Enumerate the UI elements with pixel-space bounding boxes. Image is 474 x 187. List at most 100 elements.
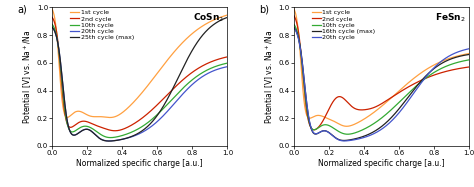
10th cycle xyxy=(424,76,430,78)
Line: 10th cycle: 10th cycle xyxy=(294,24,469,134)
25th cycle (max) xyxy=(106,140,112,142)
20th cycle xyxy=(151,123,157,125)
20th cycle xyxy=(291,27,297,29)
2nd cycle xyxy=(112,130,118,132)
10th cycle xyxy=(49,23,55,25)
10th cycle xyxy=(60,91,66,93)
1st cycle xyxy=(107,116,113,119)
16th cycle (max) xyxy=(393,111,399,114)
10th cycle xyxy=(466,59,472,61)
1st cycle xyxy=(161,63,167,66)
Text: CoSn$_2$: CoSn$_2$ xyxy=(193,12,224,24)
25th cycle (max) xyxy=(182,62,188,64)
2nd cycle xyxy=(424,76,430,79)
20th cycle xyxy=(49,26,55,28)
1st cycle xyxy=(201,24,206,27)
1st cycle xyxy=(302,105,308,108)
2nd cycle xyxy=(302,94,308,96)
1st cycle xyxy=(393,93,399,95)
25th cycle (max) xyxy=(60,84,66,87)
2nd cycle xyxy=(466,66,472,68)
X-axis label: Normalized specific charge [a.u.]: Normalized specific charge [a.u.] xyxy=(319,159,445,168)
1st cycle xyxy=(49,8,55,10)
20th cycle xyxy=(161,114,167,116)
25th cycle (max) xyxy=(225,16,230,19)
2nd cycle xyxy=(151,107,157,109)
2nd cycle xyxy=(161,97,167,99)
1st cycle xyxy=(442,59,448,61)
20th cycle xyxy=(60,84,66,87)
25th cycle (max) xyxy=(161,104,167,106)
X-axis label: Normalized specific charge [a.u.]: Normalized specific charge [a.u.] xyxy=(76,159,203,168)
2nd cycle xyxy=(156,102,162,105)
20th cycle xyxy=(302,84,308,86)
2nd cycle xyxy=(49,16,55,19)
20th cycle xyxy=(442,57,448,60)
2nd cycle xyxy=(60,96,66,98)
1st cycle xyxy=(398,88,403,91)
2nd cycle xyxy=(201,64,206,67)
Legend: 1st cycle, 2nd cycle, 10th cycle, 20th cycle, 25th cycle (max): 1st cycle, 2nd cycle, 10th cycle, 20th c… xyxy=(69,9,135,41)
16th cycle (max) xyxy=(341,139,347,142)
2nd cycle xyxy=(182,77,188,79)
10th cycle xyxy=(151,116,157,119)
Line: 20th cycle: 20th cycle xyxy=(52,27,228,141)
10th cycle xyxy=(302,90,308,92)
16th cycle (max) xyxy=(398,106,403,108)
10th cycle xyxy=(201,71,206,73)
Line: 2nd cycle: 2nd cycle xyxy=(294,16,469,130)
1st cycle xyxy=(424,68,430,70)
20th cycle xyxy=(106,140,112,142)
10th cycle xyxy=(393,104,399,106)
20th cycle xyxy=(424,74,430,76)
10th cycle xyxy=(161,107,167,109)
1st cycle xyxy=(60,105,66,108)
25th cycle (max) xyxy=(151,118,157,121)
16th cycle (max) xyxy=(403,99,409,101)
Text: FeSn$_2$: FeSn$_2$ xyxy=(435,12,466,24)
10th cycle xyxy=(225,62,230,64)
16th cycle (max) xyxy=(291,26,297,29)
10th cycle xyxy=(156,112,162,114)
10th cycle xyxy=(398,100,403,102)
1st cycle xyxy=(151,76,157,79)
25th cycle (max) xyxy=(49,26,55,28)
20th cycle xyxy=(342,140,347,142)
20th cycle xyxy=(398,110,403,112)
2nd cycle xyxy=(398,91,403,93)
Line: 1st cycle: 1st cycle xyxy=(294,9,469,126)
1st cycle xyxy=(291,8,297,10)
10th cycle xyxy=(108,137,114,139)
Line: 10th cycle: 10th cycle xyxy=(52,24,228,138)
10th cycle xyxy=(442,66,448,68)
Line: 1st cycle: 1st cycle xyxy=(52,9,228,117)
2nd cycle xyxy=(291,15,297,17)
20th cycle xyxy=(466,47,472,50)
2nd cycle xyxy=(442,70,448,73)
2nd cycle xyxy=(393,93,399,96)
1st cycle xyxy=(344,125,349,127)
1st cycle xyxy=(225,14,230,16)
Y-axis label: Potential [V] vs. Na$^+$/Na: Potential [V] vs. Na$^+$/Na xyxy=(264,29,276,124)
16th cycle (max) xyxy=(442,60,448,63)
16th cycle (max) xyxy=(302,84,308,86)
20th cycle xyxy=(225,65,230,68)
Text: b): b) xyxy=(259,5,269,15)
1st cycle xyxy=(403,84,409,86)
16th cycle (max) xyxy=(424,73,430,76)
Y-axis label: Potential [V] vs. Na$^+$/Na: Potential [V] vs. Na$^+$/Na xyxy=(21,29,34,124)
20th cycle xyxy=(201,75,206,77)
20th cycle xyxy=(393,115,399,117)
Line: 2nd cycle: 2nd cycle xyxy=(52,17,228,131)
Line: 16th cycle (max): 16th cycle (max) xyxy=(294,27,469,140)
20th cycle xyxy=(403,103,409,105)
1st cycle xyxy=(182,39,188,41)
10th cycle xyxy=(291,23,297,26)
2nd cycle xyxy=(225,56,230,58)
2nd cycle xyxy=(311,129,317,131)
2nd cycle xyxy=(403,87,409,90)
10th cycle xyxy=(403,95,409,97)
1st cycle xyxy=(156,70,162,72)
Line: 20th cycle: 20th cycle xyxy=(294,28,469,141)
25th cycle (max) xyxy=(201,33,206,36)
